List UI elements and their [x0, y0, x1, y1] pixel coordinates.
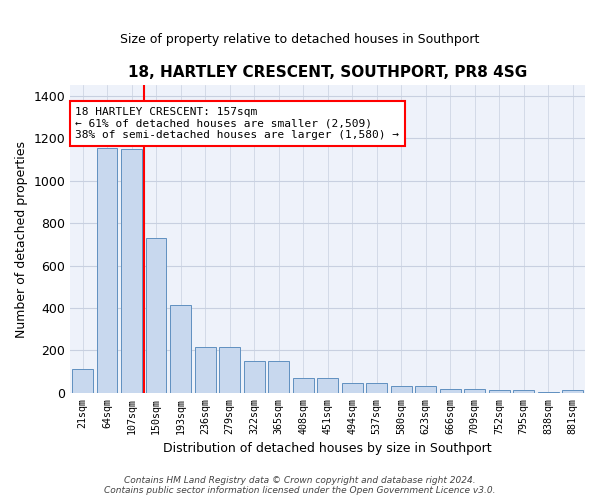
Bar	[219, 347, 240, 393]
Bar	[244, 361, 265, 393]
Text: Contains HM Land Registry data © Crown copyright and database right 2024.
Contai: Contains HM Land Registry data © Crown c…	[104, 476, 496, 495]
Bar	[121, 149, 142, 393]
Bar	[268, 361, 289, 393]
Bar	[342, 383, 362, 393]
Bar	[562, 390, 583, 393]
Bar	[72, 370, 93, 393]
Y-axis label: Number of detached properties: Number of detached properties	[15, 140, 28, 338]
Bar	[440, 388, 461, 393]
Bar	[170, 305, 191, 393]
Bar	[391, 386, 412, 393]
Bar	[97, 148, 118, 393]
Bar	[514, 390, 534, 393]
Bar	[489, 390, 509, 393]
X-axis label: Distribution of detached houses by size in Southport: Distribution of detached houses by size …	[163, 442, 492, 455]
Bar	[317, 378, 338, 393]
Bar	[415, 386, 436, 393]
Title: 18, HARTLEY CRESCENT, SOUTHPORT, PR8 4SG: 18, HARTLEY CRESCENT, SOUTHPORT, PR8 4SG	[128, 65, 527, 80]
Bar	[194, 347, 215, 393]
Bar	[538, 392, 559, 393]
Bar	[366, 383, 387, 393]
Bar	[464, 388, 485, 393]
Text: Size of property relative to detached houses in Southport: Size of property relative to detached ho…	[121, 32, 479, 46]
Text: 18 HARTLEY CRESCENT: 157sqm
← 61% of detached houses are smaller (2,509)
38% of : 18 HARTLEY CRESCENT: 157sqm ← 61% of det…	[76, 107, 400, 140]
Bar	[146, 238, 166, 393]
Bar	[293, 378, 314, 393]
